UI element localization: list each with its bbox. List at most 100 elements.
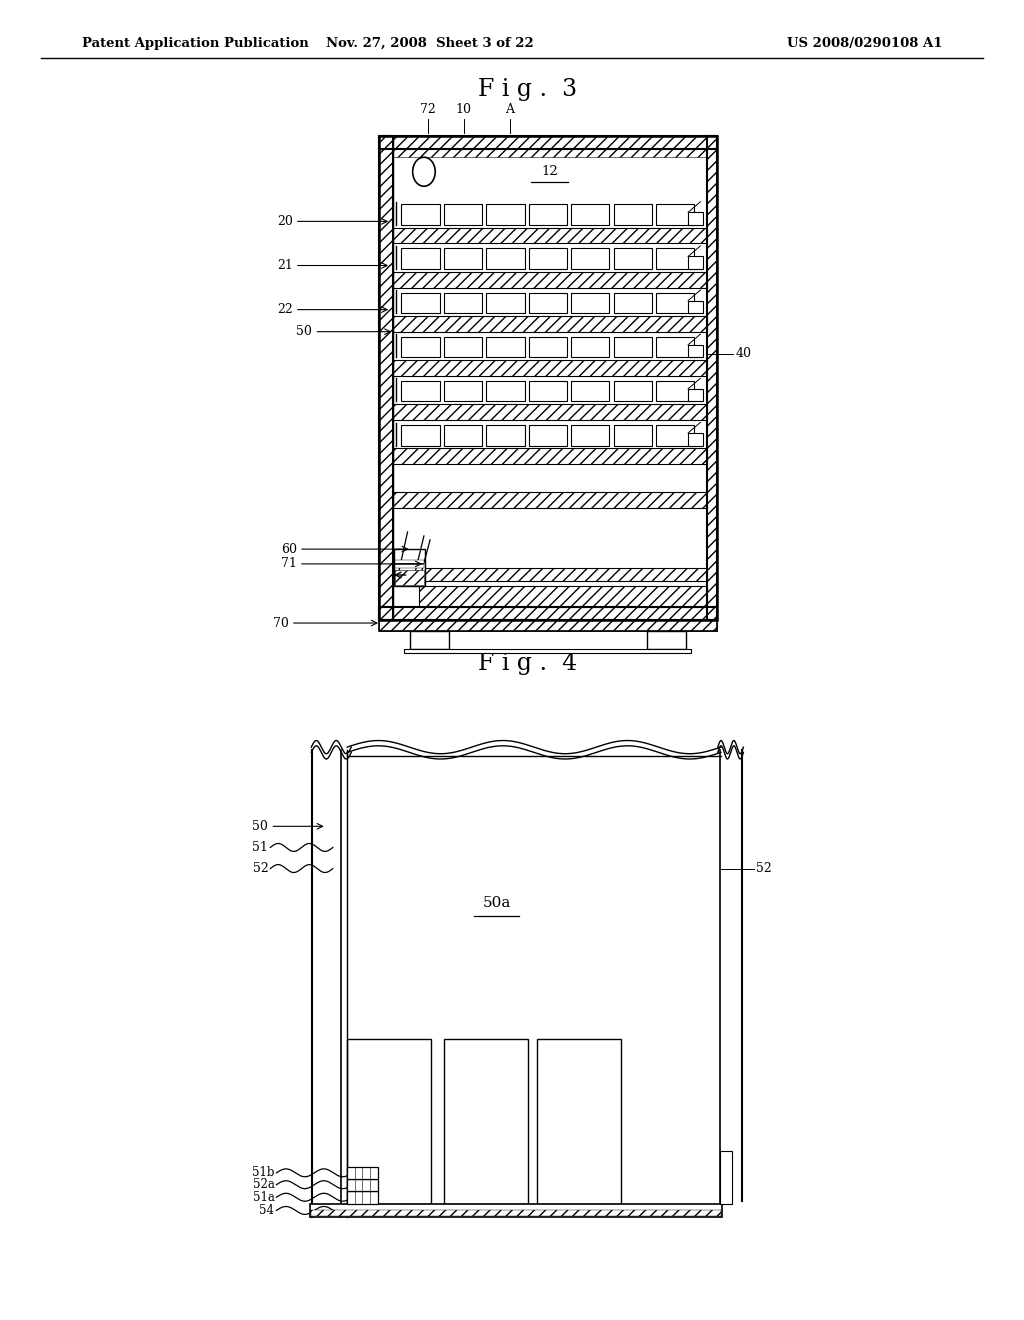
Bar: [393, 315, 707, 331]
Bar: [379, 620, 717, 631]
Text: F i g .  4: F i g . 4: [478, 652, 577, 676]
Bar: [401, 248, 439, 269]
Bar: [656, 425, 694, 446]
Bar: [393, 227, 707, 243]
Bar: [379, 136, 717, 620]
Bar: [310, 1204, 722, 1217]
Bar: [486, 205, 524, 224]
Text: 52: 52: [253, 862, 268, 875]
Bar: [486, 380, 524, 401]
Bar: [444, 1039, 528, 1204]
Bar: [395, 570, 424, 585]
Bar: [401, 205, 439, 224]
Bar: [571, 205, 609, 224]
Bar: [311, 1210, 721, 1216]
Bar: [394, 549, 425, 586]
Bar: [395, 560, 424, 568]
Bar: [393, 404, 707, 420]
Bar: [656, 380, 694, 401]
Bar: [688, 389, 703, 401]
Bar: [393, 492, 707, 508]
Bar: [379, 136, 717, 149]
Bar: [486, 337, 524, 358]
Bar: [393, 360, 707, 376]
Bar: [393, 404, 707, 420]
Bar: [393, 449, 707, 465]
Bar: [528, 248, 567, 269]
Bar: [347, 1039, 431, 1204]
Bar: [571, 248, 609, 269]
Bar: [410, 631, 449, 649]
Text: 60: 60: [281, 543, 297, 556]
Bar: [393, 272, 707, 288]
Bar: [688, 345, 703, 358]
Bar: [443, 425, 482, 446]
Text: 50a: 50a: [482, 896, 511, 909]
Bar: [528, 425, 567, 446]
Bar: [393, 449, 707, 465]
Bar: [707, 136, 717, 620]
Bar: [720, 1151, 732, 1204]
Bar: [401, 337, 439, 358]
Bar: [613, 425, 652, 446]
Text: 51b: 51b: [252, 1167, 274, 1179]
Text: 50: 50: [296, 325, 312, 338]
Bar: [443, 205, 482, 224]
Text: 52a: 52a: [253, 1179, 274, 1191]
Bar: [419, 586, 707, 607]
Bar: [379, 136, 393, 620]
Text: 70: 70: [272, 616, 289, 630]
Bar: [688, 301, 703, 313]
Text: Nov. 27, 2008  Sheet 3 of 22: Nov. 27, 2008 Sheet 3 of 22: [327, 37, 534, 50]
Bar: [613, 248, 652, 269]
Bar: [393, 149, 707, 157]
Text: US 2008/0290108 A1: US 2008/0290108 A1: [786, 37, 942, 50]
Bar: [379, 607, 717, 620]
Text: Patent Application Publication: Patent Application Publication: [82, 37, 308, 50]
Bar: [571, 293, 609, 313]
Bar: [401, 425, 439, 446]
Bar: [379, 620, 717, 631]
Bar: [571, 425, 609, 446]
Text: 51a: 51a: [253, 1191, 274, 1204]
Bar: [528, 293, 567, 313]
Text: 50: 50: [252, 820, 268, 833]
Bar: [347, 1167, 378, 1179]
Bar: [419, 586, 707, 607]
Bar: [571, 380, 609, 401]
Bar: [486, 293, 524, 313]
Text: 20: 20: [276, 215, 293, 228]
Bar: [443, 337, 482, 358]
Bar: [613, 337, 652, 358]
Text: 52: 52: [756, 862, 771, 875]
Bar: [393, 492, 707, 508]
Text: 72: 72: [420, 103, 436, 116]
Text: F i g .  3: F i g . 3: [478, 78, 577, 102]
Bar: [656, 205, 694, 224]
Text: 21: 21: [276, 259, 293, 272]
Text: 51: 51: [252, 841, 268, 854]
Text: A: A: [506, 103, 514, 116]
Bar: [401, 293, 439, 313]
Text: 71: 71: [281, 557, 297, 570]
Bar: [571, 337, 609, 358]
Text: 40: 40: [735, 347, 752, 360]
Bar: [486, 425, 524, 446]
Bar: [419, 568, 707, 581]
Bar: [656, 337, 694, 358]
Bar: [401, 380, 439, 401]
Bar: [528, 205, 567, 224]
Bar: [443, 248, 482, 269]
Bar: [347, 1179, 378, 1191]
Bar: [393, 315, 707, 331]
Bar: [528, 337, 567, 358]
Bar: [419, 568, 707, 581]
Text: 22: 22: [278, 304, 293, 315]
Bar: [379, 136, 717, 149]
Bar: [393, 360, 707, 376]
Bar: [443, 293, 482, 313]
Bar: [393, 272, 707, 288]
Text: 54: 54: [259, 1204, 274, 1217]
Bar: [613, 205, 652, 224]
Bar: [613, 293, 652, 313]
